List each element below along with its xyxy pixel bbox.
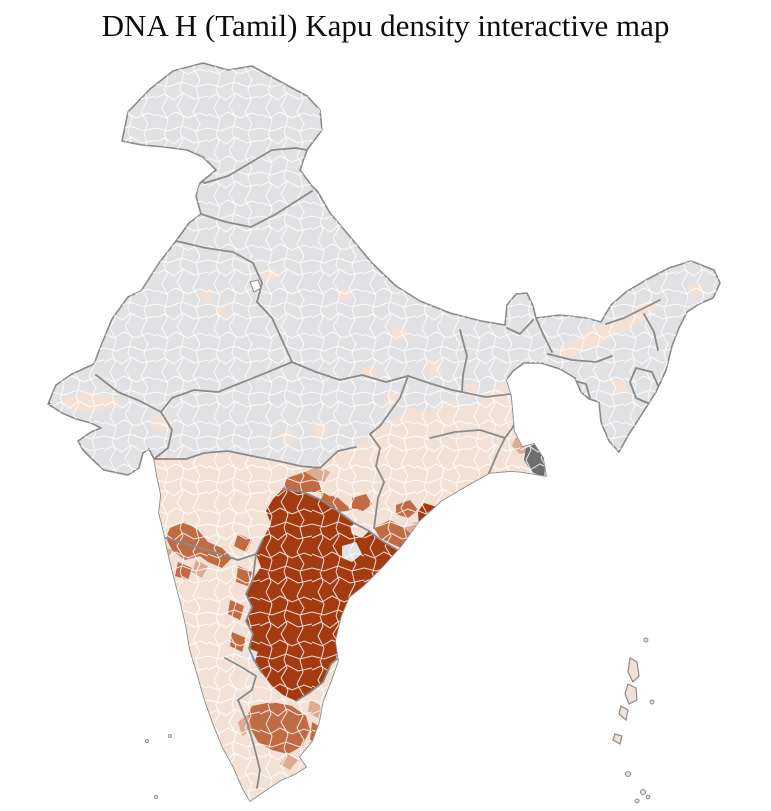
region-andaman[interactable] [612,657,640,745]
region-lakshadweep[interactable] [144,734,172,800]
district-mesh-overlay [48,63,720,801]
region-nicobar[interactable] [625,637,655,804]
state-borders [95,147,661,789]
map-title: DNA H (Tamil) Kapu density interactive m… [101,8,670,43]
region-delhi[interactable] [249,279,262,293]
